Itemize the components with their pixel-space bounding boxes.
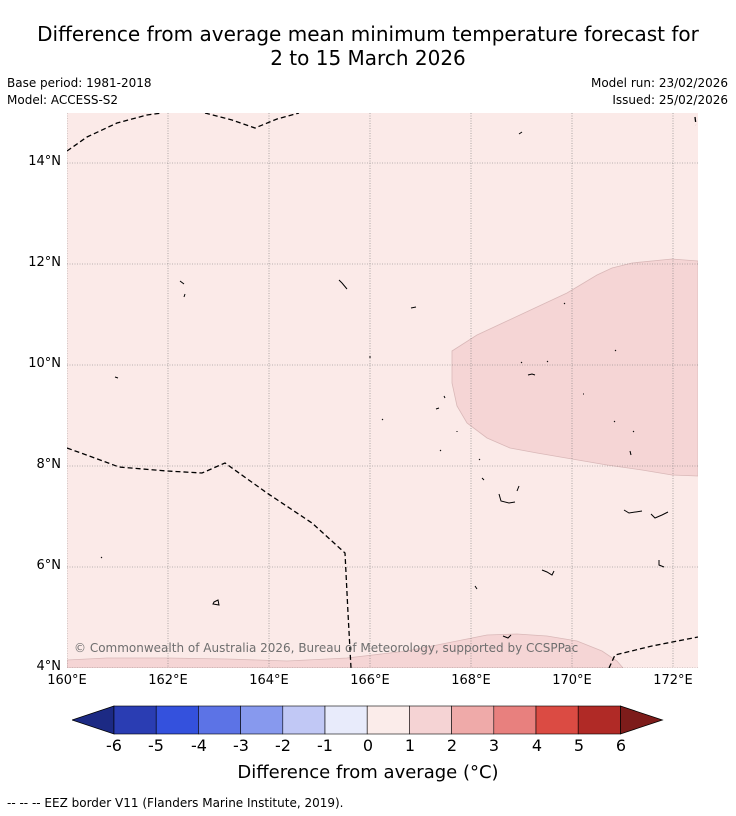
colorbar-segment [409,705,452,735]
colorbar-segment [324,705,368,735]
lon-label-166e: 166°E [350,673,390,688]
lat-label-4n: 4°N [36,659,62,674]
colorbar-segment [577,705,621,735]
colorbar-segment [282,705,326,735]
lat-label-6n: 6°N [36,558,62,573]
colorbar-extension-high [620,705,664,735]
lat-label-12n: 12°N [28,255,61,270]
colorbar-title: Difference from average (°C) [237,762,499,783]
colorbar-segment [155,705,199,735]
lon-label-162e: 162°E [148,673,188,688]
lat-label-10n: 10°N [28,356,61,371]
model-name: Model: ACCESS-S2 [7,93,119,107]
colorbar-tick-label: -4 [191,736,207,755]
meta-right: Model run: 23/02/2026 Issued: 25/02/2026 [591,75,728,109]
anomaly-region-east [451,258,698,477]
colorbar [72,705,664,735]
colorbar-tick-label: -6 [106,736,122,755]
colorbar-segment [451,705,495,735]
colorbar-segment [535,705,579,735]
colorbar-tick-label: 6 [615,736,627,755]
map-panel [67,113,698,668]
colorbar-tick-label: 3 [488,736,500,755]
lat-label-14n: 14°N [28,154,61,169]
meta-left: Base period: 1981-2018 Model: ACCESS-S2 [7,75,152,109]
title-line-2: 2 to 15 March 2026 [270,46,466,70]
colorbar-segment [113,705,157,735]
colorbar-segment [366,705,410,735]
anomaly-region-south [67,633,624,668]
title-line-1: Difference from average mean minimum tem… [37,22,699,46]
base-period: Base period: 1981-2018 [7,76,152,90]
map-title: Difference from average mean minimum tem… [0,22,736,70]
lon-label-168e: 168°E [451,673,491,688]
copyright-notice: © Commonwealth of Australia 2026, Bureau… [74,641,579,655]
colorbar-tick-label: 0 [362,736,374,755]
colorbar-tick-label: 1 [404,736,416,755]
colorbar-tick-label: -1 [317,736,333,755]
colorbar-extension-low [72,705,115,735]
colorbar-segment [198,705,241,735]
gridlines [67,113,698,668]
colorbar-segment [240,705,284,735]
eez-borders [67,113,698,668]
lon-label-160e: 160°E [47,673,87,688]
colorbar-tick-label: 4 [531,736,543,755]
lon-label-164e: 164°E [249,673,289,688]
footer-legend: -- -- -- EEZ border V11 (Flanders Marine… [7,796,344,810]
colorbar-tick-label: -2 [275,736,291,755]
colorbar-tick-label: -5 [148,736,164,755]
model-run: Model run: 23/02/2026 [590,76,728,90]
colorbar-tick-label: 2 [446,736,458,755]
colorbar-tick-label: -3 [233,736,249,755]
lat-label-8n: 8°N [36,457,62,472]
issued-date: Issued: 25/02/2026 [612,93,728,107]
lon-label-172e: 172°E [653,673,693,688]
colorbar-tick-label: 5 [573,736,585,755]
colorbar-segment [493,705,537,735]
lon-label-170e: 170°E [552,673,592,688]
islands [100,131,669,639]
